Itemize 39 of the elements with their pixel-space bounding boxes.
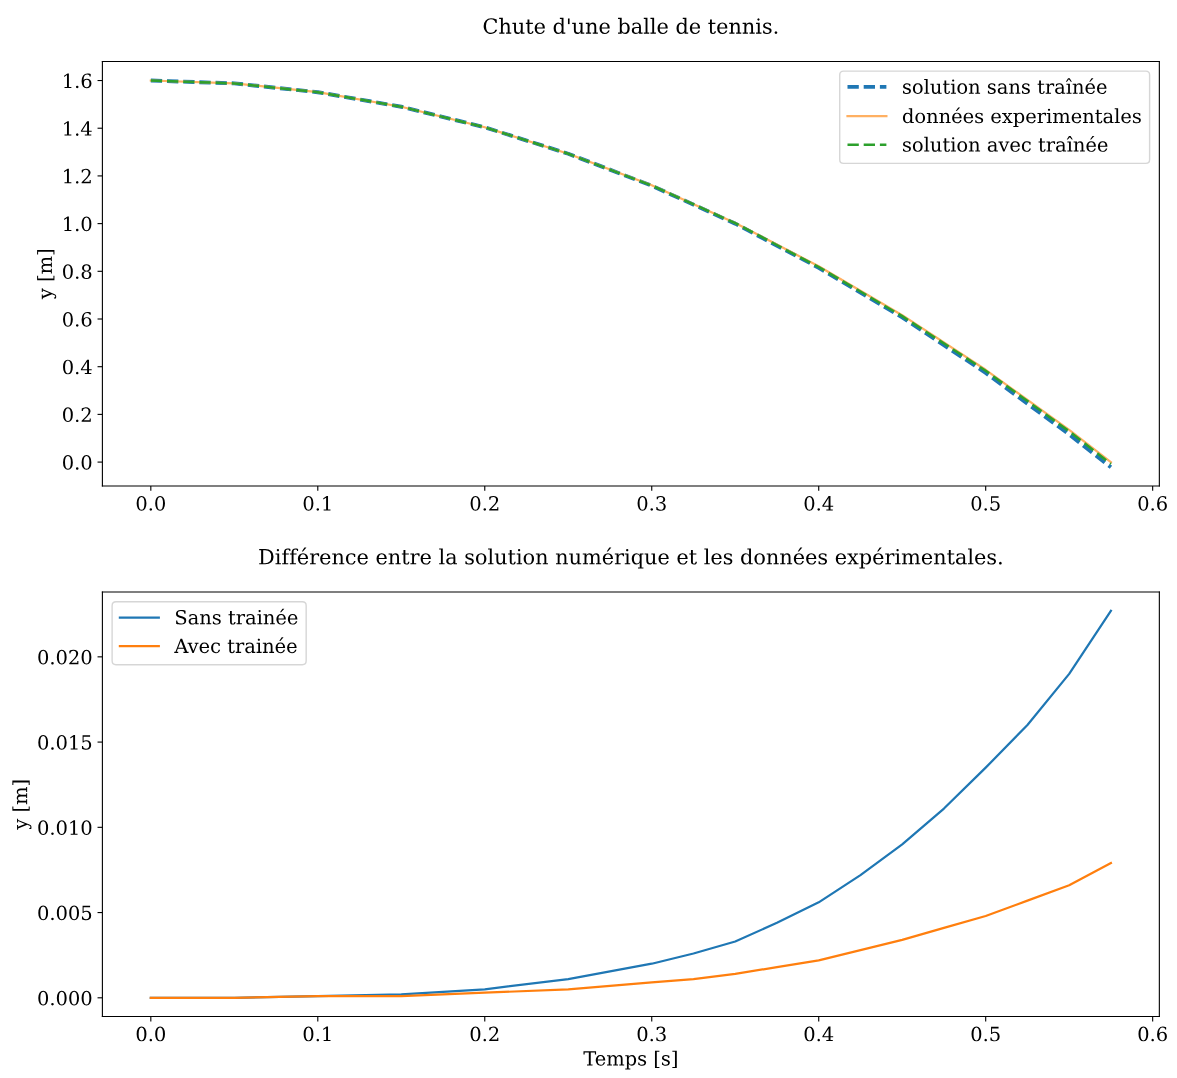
y-tick-label: 0.000	[38, 990, 92, 1006]
y-tick-label: 1.2	[64, 168, 91, 184]
y-axis-title: y [m]	[37, 249, 57, 300]
y-tick-label: 0.6	[63, 311, 92, 327]
y-tick-label: 0.020	[38, 649, 92, 665]
y-tick-label: 0.2	[63, 407, 91, 423]
x-tick-label: 0.0	[136, 1026, 165, 1042]
legend-label: Avec trainée	[174, 637, 297, 654]
y-tick-label: 0.010	[38, 820, 92, 835]
x-tick-label: 0.5	[971, 1026, 1000, 1042]
legend-label: solution sans traînée	[903, 78, 1107, 94]
x-tick-label: 0.1	[303, 496, 331, 511]
x-tick-label: 0.4	[804, 496, 834, 511]
x-tick-label: 0.2	[470, 496, 499, 511]
x-tick-label: 0.3	[637, 1026, 666, 1042]
x-tick-label: 0.6	[1138, 496, 1167, 511]
legend-label: Sans trainée	[175, 608, 298, 625]
y-tick-label: 1.6	[64, 73, 92, 89]
y-tick-label: 1.0	[64, 216, 92, 232]
chart-title: Différence entre la solution numérique et les données expérimentales.	[259, 547, 1002, 569]
y-axis-title: y [m]	[12, 780, 32, 830]
y-tick-label: 0.015	[38, 735, 92, 750]
x-tick-label: 0.2	[470, 1026, 499, 1042]
y-tick-label: 0.0	[63, 455, 92, 470]
line-series	[149, 862, 1113, 999]
y-tick-label: 1.4	[64, 121, 92, 136]
legend-label: solution avec traînée	[903, 136, 1108, 152]
x-tick-label: 0.6	[1138, 1026, 1167, 1042]
y-tick-label: 0.4	[63, 359, 92, 375]
x-tick-label: 0.5	[971, 496, 1000, 511]
x-tick-label: 0.4	[804, 1026, 834, 1042]
x-tick-label: 0.3	[637, 496, 666, 511]
x-axis-title: Temps [s]	[583, 1050, 677, 1070]
x-tick-label: 0.0	[136, 496, 165, 511]
legend-label: données experimentales	[902, 107, 1141, 128]
x-tick-label: 0.1	[303, 1026, 331, 1042]
y-tick-label: 0.8	[63, 264, 92, 279]
y-tick-label: 0.005	[38, 905, 92, 921]
chart-title: Chute d'une balle de tennis.	[483, 17, 778, 34]
